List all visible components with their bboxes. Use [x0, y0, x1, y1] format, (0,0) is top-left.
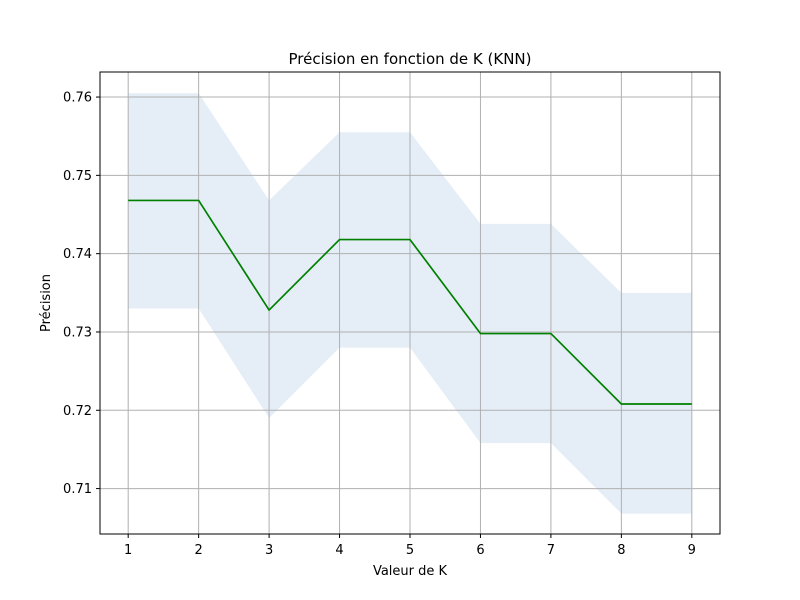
y-tick-label: 0.73 — [63, 325, 92, 340]
x-tick-label: 1 — [124, 543, 132, 558]
chart-title: Précision en fonction de K (KNN) — [288, 50, 531, 68]
x-tick-label: 6 — [476, 543, 484, 558]
x-tick-label: 7 — [547, 543, 555, 558]
y-tick-label: 0.76 — [63, 91, 92, 106]
x-axis-label: Valeur de K — [373, 564, 448, 579]
accuracy-line — [128, 199, 692, 405]
y-axis-label: Précision — [39, 274, 54, 332]
y-tick-label: 0.71 — [63, 482, 92, 497]
y-tick-label: 0.74 — [63, 247, 92, 262]
x-tick-label: 2 — [194, 543, 202, 558]
x-tick-label: 4 — [335, 543, 343, 558]
x-tick-label: 9 — [688, 543, 696, 558]
x-tick-label: 5 — [406, 543, 414, 558]
x-tick-label: 3 — [265, 543, 273, 558]
y-tick-label: 0.75 — [63, 169, 92, 184]
plot-area: 1 2 3 4 5 6 7 8 9 0.71 0.72 0.73 0.74 0.75 0.76 — [63, 71, 721, 558]
y-tick-label: 0.72 — [63, 404, 92, 419]
x-tick-label: 8 — [617, 543, 625, 558]
